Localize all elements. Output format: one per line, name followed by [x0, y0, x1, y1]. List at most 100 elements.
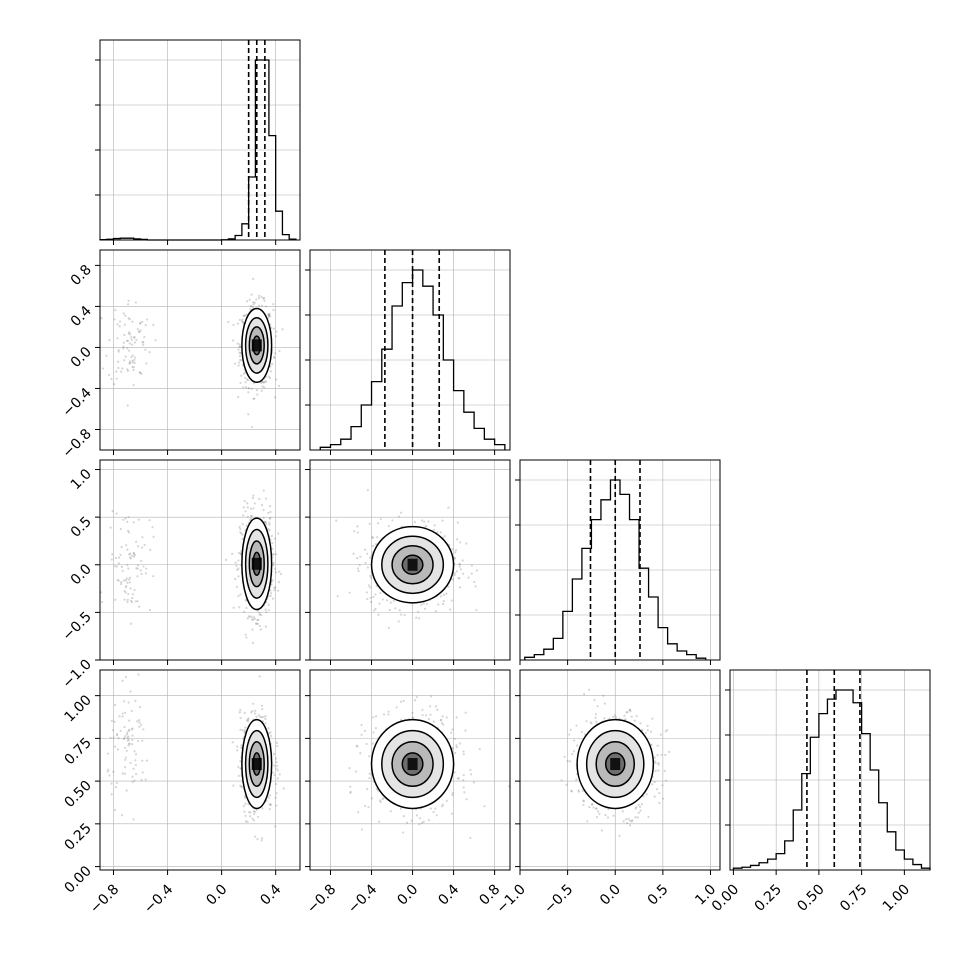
scatter-point [134, 600, 137, 603]
scatter-point [109, 526, 112, 529]
scatter-point [125, 733, 129, 736]
scatter-point [239, 381, 242, 385]
scatter-point [603, 702, 606, 705]
scatter-point [238, 345, 241, 349]
scatter-point [250, 387, 253, 390]
scatter-point [656, 754, 659, 757]
scatter-point [381, 598, 384, 601]
scatter-point [263, 520, 266, 523]
scatter-point [106, 752, 110, 755]
scatter-point [272, 308, 275, 312]
scatter-point [224, 558, 228, 561]
scatter-point [133, 358, 136, 362]
scatter-point [265, 523, 268, 526]
scatter-point [371, 544, 374, 548]
scatter-point [436, 708, 439, 711]
scatter-point [371, 536, 374, 539]
scatter-point [277, 581, 281, 584]
x-tick-label: −0.8 [304, 882, 339, 917]
scatter-point [432, 810, 435, 814]
scatter-point [127, 735, 130, 738]
scatter-point [455, 716, 458, 719]
scatter-point [132, 552, 135, 555]
scatter-point [108, 339, 111, 342]
scatter-point [377, 522, 380, 525]
scatter-point [563, 755, 566, 758]
scatter-point [117, 366, 120, 370]
y-tick-label: 0.8 [68, 262, 95, 289]
scatter-point [124, 355, 127, 358]
scatter-point [392, 599, 395, 602]
scatter-point [348, 591, 351, 594]
scatter-point [654, 769, 657, 772]
scatter-point [114, 598, 117, 601]
scatter-point [130, 355, 133, 359]
density-peak [407, 758, 418, 771]
scatter-point [636, 816, 639, 819]
scatter-point [237, 575, 240, 578]
scatter-point [369, 596, 372, 599]
scatter-point [441, 602, 445, 606]
scatter-point [235, 585, 238, 589]
x-tick-label: 0.75 [837, 882, 870, 915]
scatter-point [138, 321, 142, 324]
scatter-point [129, 552, 132, 555]
y-tick-label: 0.75 [61, 735, 94, 768]
scatter-point [252, 507, 255, 510]
x-tick-label: 0.0 [597, 882, 624, 909]
scatter-point [254, 709, 257, 712]
scatter-point [126, 339, 130, 342]
x-tick-label: −0.5 [541, 882, 576, 917]
scatter-point [134, 773, 138, 776]
scatter-point [255, 389, 259, 392]
scatter-point [257, 714, 260, 717]
scatter-point [122, 345, 125, 348]
scatter-point [118, 325, 121, 328]
scatter-point [119, 553, 122, 557]
axes-frame [99, 669, 301, 871]
histogram-panel-2 [515, 459, 721, 665]
scatter-point [374, 543, 377, 546]
scatter-point [413, 699, 417, 702]
scatter-point [142, 343, 145, 346]
scatter-point [122, 347, 125, 350]
scatter-point [274, 396, 277, 399]
scatter-point [239, 708, 242, 712]
scatter-point [249, 507, 253, 510]
scatter-point [389, 810, 392, 813]
scatter-point [273, 764, 276, 767]
scatter-point [256, 393, 259, 396]
scatter-point [403, 614, 406, 617]
scatter-point [137, 545, 140, 548]
scatter-point [455, 744, 458, 747]
scatter-point [129, 333, 132, 336]
scatter-point [126, 368, 129, 371]
scatter-point [131, 320, 134, 323]
scatter-point [349, 785, 352, 788]
scatter-point [267, 732, 271, 735]
scatter-point [418, 617, 421, 620]
scatter-point [425, 524, 428, 527]
scatter-point [367, 806, 370, 809]
scatter-point [598, 812, 601, 816]
scatter-point [123, 333, 126, 337]
scatter-point [148, 608, 152, 612]
scatter-point [640, 803, 644, 806]
scatter-point [418, 822, 421, 826]
scatter-point [142, 728, 145, 731]
scatter-point [240, 785, 243, 788]
scatter-point [349, 790, 352, 793]
scatter-point [267, 528, 270, 531]
scatter-point [596, 705, 599, 708]
scatter-point [129, 556, 132, 559]
axes-frame [309, 459, 511, 661]
scatter-point [263, 386, 266, 389]
scatter-point [588, 688, 591, 691]
scatter-point [123, 589, 126, 593]
scatter-point [645, 793, 648, 796]
scatter-point [268, 523, 271, 526]
scatter-point [128, 342, 131, 345]
contour-line [252, 752, 262, 776]
scatter-point [443, 534, 446, 538]
scatter-point [618, 834, 621, 837]
